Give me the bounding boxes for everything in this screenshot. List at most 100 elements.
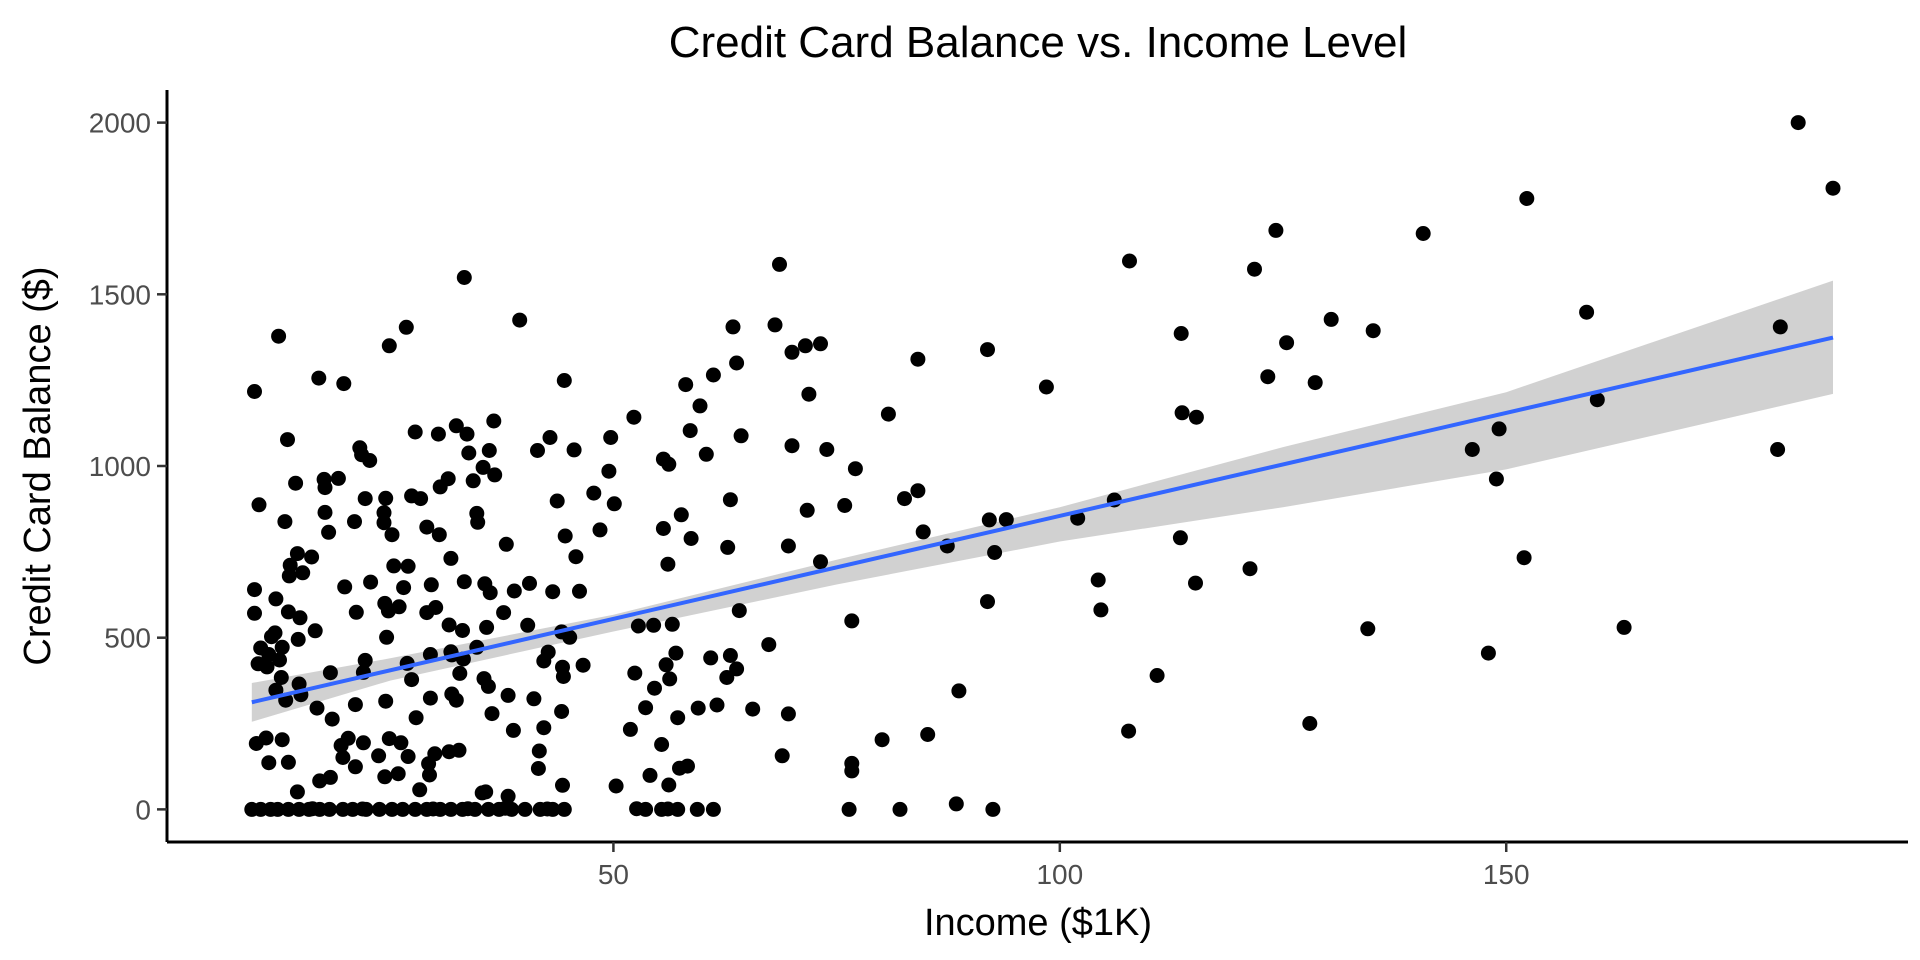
- data-point: [1589, 392, 1605, 408]
- data-point: [1174, 405, 1190, 421]
- data-point: [282, 557, 298, 573]
- data-point: [280, 432, 295, 448]
- data-point: [1491, 421, 1507, 437]
- data-point: [280, 801, 296, 817]
- data-point: [606, 496, 622, 512]
- data-point: [774, 748, 790, 764]
- data-point: [622, 721, 638, 737]
- data-point: [347, 697, 363, 713]
- data-point: [980, 342, 995, 358]
- data-point: [1090, 572, 1106, 588]
- data-point: [731, 603, 747, 619]
- data-point: [709, 697, 725, 713]
- data-point: [1360, 621, 1376, 637]
- data-point: [536, 653, 552, 669]
- y-tick-label: 0: [135, 794, 151, 825]
- data-point: [627, 665, 643, 681]
- data-point: [487, 467, 503, 483]
- data-point: [273, 670, 289, 685]
- data-point: [348, 604, 364, 620]
- x-tick-label: 100: [1036, 859, 1083, 890]
- data-point: [729, 355, 745, 371]
- data-point: [555, 777, 570, 793]
- data-point: [703, 650, 719, 666]
- data-point: [1121, 723, 1137, 739]
- data-point: [321, 524, 337, 540]
- y-ticks: 0 500 1000 1500 2000: [89, 108, 167, 825]
- data-point: [526, 691, 542, 707]
- data-point: [566, 442, 582, 458]
- data-point: [1480, 645, 1496, 661]
- data-point: [317, 504, 333, 520]
- chart-title: Credit Card Balance vs. Income Level: [669, 18, 1408, 67]
- data-point: [1247, 261, 1262, 277]
- data-point: [459, 426, 475, 442]
- data-point: [660, 556, 676, 572]
- data-point: [530, 443, 545, 458]
- data-point: [479, 619, 495, 635]
- data-point: [497, 800, 513, 816]
- data-point: [586, 485, 602, 501]
- data-point: [880, 406, 896, 422]
- data-point: [897, 491, 912, 507]
- data-point: [333, 738, 349, 753]
- data-point: [384, 527, 400, 543]
- data-point: [372, 801, 387, 817]
- data-point: [432, 479, 448, 495]
- data-point: [520, 617, 536, 633]
- data-point: [512, 312, 528, 328]
- data-point: [682, 423, 698, 439]
- data-point: [378, 490, 394, 506]
- data-point: [1172, 530, 1188, 546]
- data-point: [460, 801, 476, 817]
- trend-layer: [251, 335, 1834, 705]
- data-point: [539, 801, 555, 817]
- data-point: [655, 521, 671, 536]
- data-point: [371, 748, 387, 764]
- data-point: [324, 711, 340, 727]
- data-point: [729, 661, 745, 677]
- data-point: [452, 665, 468, 681]
- data-point: [362, 453, 378, 468]
- data-point: [556, 801, 572, 817]
- data-point: [745, 701, 761, 717]
- data-point: [412, 782, 428, 798]
- data-point: [272, 652, 287, 668]
- data-point: [1519, 191, 1535, 206]
- data-point: [1188, 409, 1204, 425]
- data-point: [496, 605, 512, 621]
- data-point: [545, 584, 561, 600]
- data-point: [1279, 335, 1295, 351]
- data-point: [603, 430, 619, 445]
- data-point: [705, 801, 721, 817]
- data-point: [423, 577, 439, 593]
- data-point: [799, 502, 815, 518]
- data-point: [1093, 602, 1109, 618]
- data-point: [330, 470, 346, 486]
- data-point: [813, 336, 828, 352]
- data-point: [705, 367, 721, 383]
- data-point: [780, 538, 796, 554]
- x-axis-title: Income ($1K): [924, 902, 1152, 944]
- data-point: [456, 574, 472, 590]
- data-point: [784, 438, 800, 454]
- data-point: [376, 515, 392, 531]
- data-point: [322, 769, 338, 785]
- data-point: [690, 700, 706, 716]
- data-point: [443, 550, 459, 566]
- data-point: [719, 670, 735, 685]
- data-point: [247, 605, 262, 621]
- data-point: [381, 731, 397, 747]
- data-point: [407, 801, 423, 817]
- data-point: [725, 319, 741, 335]
- data-point: [443, 801, 459, 817]
- data-point: [261, 755, 277, 771]
- data-point: [421, 756, 437, 772]
- data-point: [1173, 326, 1189, 341]
- data-point: [292, 610, 308, 626]
- data-point: [335, 750, 351, 765]
- data-point: [1365, 323, 1381, 339]
- data-point: [813, 554, 828, 570]
- data-point: [998, 512, 1014, 528]
- data-point: [608, 778, 624, 794]
